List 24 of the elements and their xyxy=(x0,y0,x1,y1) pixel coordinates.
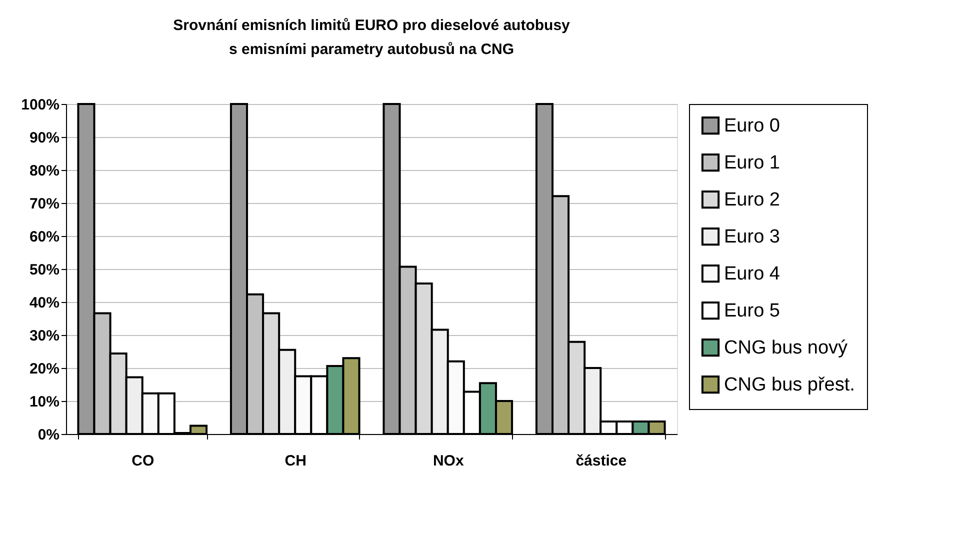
legend-label: Euro 5 xyxy=(724,300,780,322)
legend-label: CNG bus přest. xyxy=(724,374,855,396)
y-tick-label: 50% xyxy=(29,262,60,278)
y-tick-label: 40% xyxy=(29,294,60,312)
legend-label: Euro 3 xyxy=(724,226,780,248)
legend-label: Euro 0 xyxy=(724,116,780,136)
x-tick-label: CO xyxy=(132,452,154,470)
y-tick-label: 70% xyxy=(29,196,60,212)
y-tick-label: 20% xyxy=(29,360,60,378)
legend-label: CNG bus nový xyxy=(724,338,848,358)
y-tick-label: 60% xyxy=(29,228,60,246)
y-tick-label: 80% xyxy=(29,162,60,180)
y-tick-label: 0% xyxy=(38,426,60,444)
chart-title: Srovnání emisních limitů EURO pro dieselové autobusy s emisními parametry autobusů na CNG xyxy=(173,17,571,58)
y-tick-label: 10% xyxy=(29,394,60,410)
y-tick-label: 100% xyxy=(21,96,60,114)
y-tick-label: 90% xyxy=(29,130,60,146)
x-tick-label: NOx xyxy=(432,452,464,470)
legend-label: Euro 4 xyxy=(724,264,780,284)
x-tick-label: CH xyxy=(284,452,306,470)
legend-label: Euro 1 xyxy=(724,152,780,174)
legend-label: Euro 2 xyxy=(724,190,780,210)
y-tick-label: 30% xyxy=(29,328,60,344)
x-tick-label: částice xyxy=(576,452,627,470)
